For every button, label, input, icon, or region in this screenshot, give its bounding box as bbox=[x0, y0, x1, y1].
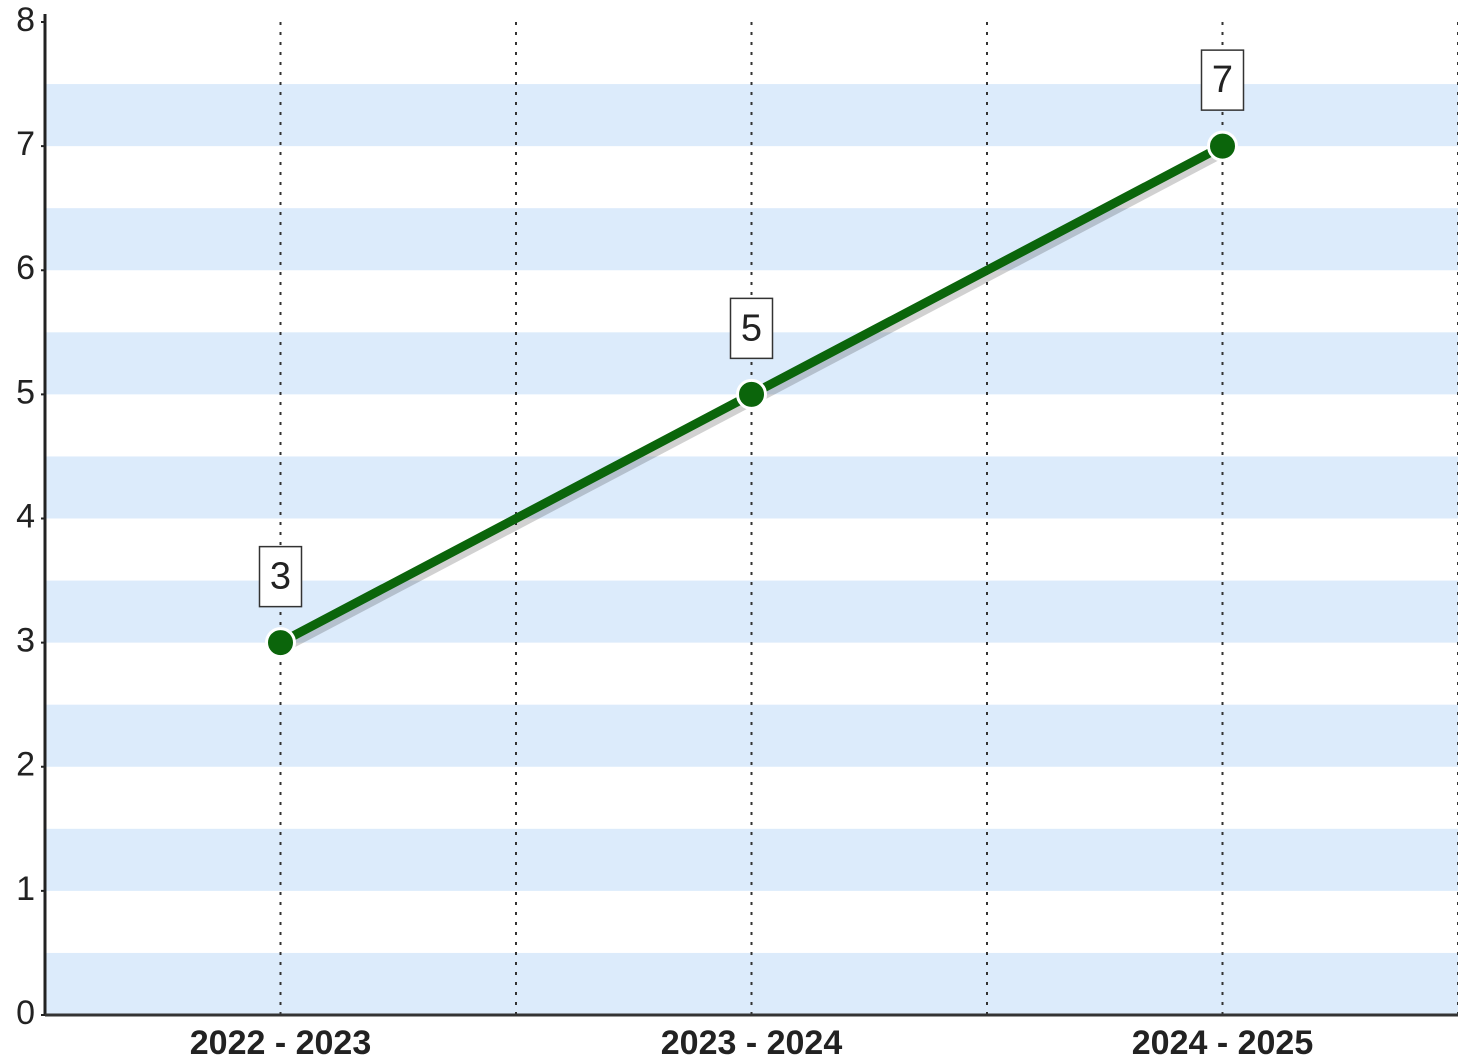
y-tick-label: 4 bbox=[16, 497, 35, 535]
grid-band bbox=[45, 828, 1458, 891]
x-tick-label: 2023 - 2024 bbox=[661, 1024, 843, 1061]
y-tick-label: 0 bbox=[16, 994, 35, 1032]
y-tick-label: 2 bbox=[16, 746, 35, 784]
y-tick-label: 7 bbox=[16, 125, 35, 163]
grid-band bbox=[45, 456, 1458, 519]
y-tick-label: 5 bbox=[16, 373, 35, 411]
x-tick-label: 2024 - 2025 bbox=[1132, 1024, 1314, 1061]
data-point bbox=[265, 627, 296, 659]
data-label: 7 bbox=[1212, 59, 1233, 101]
y-tick-label: 1 bbox=[16, 870, 35, 908]
grid-band bbox=[45, 208, 1458, 271]
grid-band bbox=[45, 704, 1458, 767]
data-label: 5 bbox=[741, 307, 762, 349]
y-tick-label: 6 bbox=[16, 249, 35, 287]
data-label-box bbox=[1200, 49, 1245, 111]
data-point bbox=[736, 378, 767, 410]
data-label-box bbox=[729, 297, 774, 360]
data-label: 3 bbox=[270, 556, 291, 598]
y-tick-label: 3 bbox=[16, 622, 35, 660]
y-tick-label: 8 bbox=[16, 1, 35, 39]
data-label-box bbox=[258, 545, 303, 608]
data-point bbox=[1207, 130, 1238, 162]
x-tick-label: 2022 - 2023 bbox=[190, 1024, 372, 1061]
